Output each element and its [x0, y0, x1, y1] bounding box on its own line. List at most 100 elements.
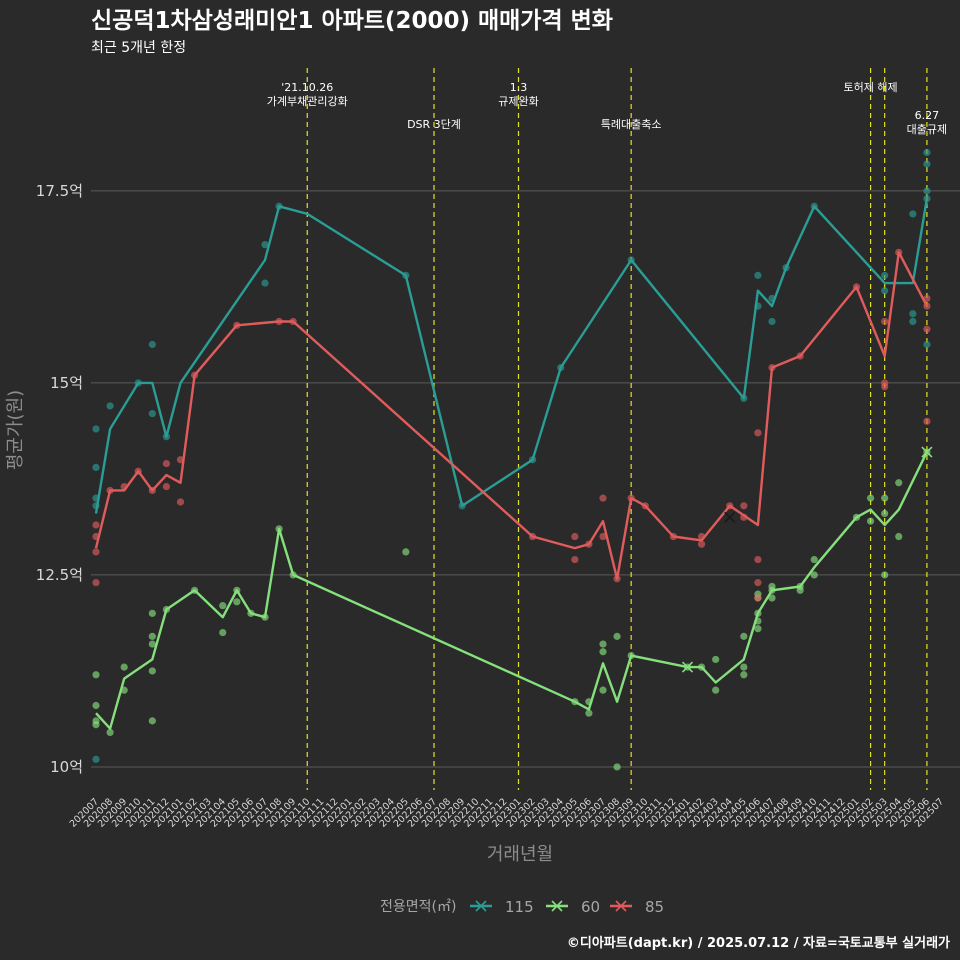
- series-line-115: [94, 198, 929, 514]
- data-point-85: [599, 532, 607, 541]
- source-caption: ©디아파트(dapt.kr) / 2025.07.12 / 자료=국토교통부 실…: [567, 935, 950, 951]
- data-point-115: [261, 279, 269, 287]
- data-point-115: [909, 210, 917, 218]
- data-point-85: [92, 548, 100, 556]
- legend-marker-85: [615, 900, 627, 912]
- data-point-60: [740, 663, 748, 671]
- data-point-60: [740, 671, 748, 679]
- x-marker-85: [724, 511, 736, 523]
- data-point-115: [92, 425, 100, 433]
- x-marker-60: [921, 446, 933, 458]
- data-point-85: [599, 494, 607, 502]
- event-label: 특례대출축소: [601, 118, 662, 131]
- data-point-60: [866, 494, 875, 502]
- data-point-85: [162, 459, 171, 468]
- data-point-60: [810, 571, 818, 579]
- data-point-60: [120, 663, 128, 671]
- data-point-60: [613, 763, 621, 771]
- y-axis-label: 평균가(원): [5, 390, 26, 470]
- legend-label-115: 115: [505, 898, 534, 916]
- series-group: [92, 148, 933, 771]
- data-point-60: [768, 594, 776, 602]
- legend-marker-115: [475, 900, 487, 912]
- data-point-115: [909, 310, 917, 318]
- y-tick-label: 10억: [50, 758, 83, 776]
- data-point-60: [92, 721, 100, 729]
- data-point-60: [895, 479, 903, 487]
- data-point-115: [881, 287, 889, 295]
- legend: 전용면적(㎡) 115 60 85: [380, 898, 664, 916]
- data-point-115: [923, 160, 931, 168]
- data-point-60: [599, 648, 607, 656]
- event-label: 토허제 해제: [844, 80, 898, 94]
- data-point-85: [923, 417, 931, 425]
- x-axis: 2020072020082020092020102020112020122021…: [68, 796, 946, 829]
- data-point-60: [585, 709, 593, 717]
- data-point-85: [92, 521, 100, 529]
- event-label: 대출규제: [907, 123, 947, 136]
- data-point-60: [92, 671, 100, 679]
- data-point-85: [571, 555, 579, 564]
- data-point-60: [599, 686, 607, 694]
- data-point-85: [754, 579, 762, 587]
- data-point-115: [923, 194, 931, 203]
- y-tick-label: 12.5억: [36, 566, 83, 584]
- data-point-60: [895, 532, 903, 541]
- legend-label-85: 85: [645, 898, 664, 916]
- data-point-115: [92, 463, 100, 472]
- chart-title: 신공덕1차삼성래미안1 아파트(2000) 매매가격 변화: [91, 8, 613, 34]
- data-point-60: [881, 509, 889, 518]
- data-point-85: [697, 540, 706, 548]
- y-tick-label: 15억: [50, 374, 83, 392]
- data-point-115: [923, 340, 931, 349]
- data-point-60: [148, 632, 156, 640]
- data-point-115: [923, 187, 931, 195]
- data-point-60: [148, 667, 156, 675]
- data-point-85: [754, 594, 762, 602]
- chart-subtitle: 최근 5개년 한정: [91, 40, 186, 56]
- x-marker-60: [681, 661, 694, 673]
- data-point-85: [754, 555, 762, 564]
- data-point-115: [148, 410, 156, 418]
- data-point-60: [881, 494, 889, 502]
- data-point-60: [148, 717, 156, 725]
- data-point-85: [923, 325, 931, 333]
- event-label: 규제완화: [498, 95, 538, 108]
- data-point-85: [176, 498, 185, 506]
- x-axis-label: 거래년월: [487, 844, 553, 865]
- legend-title: 전용면적(㎡): [380, 899, 456, 915]
- event-label: 가계부채관리강화: [267, 95, 348, 108]
- series-line-85: [94, 251, 928, 580]
- event-label: 6.27: [915, 109, 940, 122]
- data-point-60: [599, 640, 607, 648]
- data-point-85: [162, 483, 171, 491]
- data-point-115: [148, 340, 156, 349]
- data-point-60: [106, 728, 114, 736]
- data-point-60: [219, 602, 227, 610]
- data-point-60: [881, 571, 889, 579]
- event-label: DSR 3단계: [407, 118, 461, 131]
- data-point-60: [740, 632, 748, 640]
- legend-label-60: 60: [581, 898, 600, 916]
- data-point-60: [866, 517, 875, 525]
- data-point-85: [740, 502, 748, 510]
- y-axis: 10억 12.5억 15억 17.5억: [36, 182, 83, 776]
- data-point-115: [92, 755, 100, 763]
- data-point-85: [881, 317, 889, 326]
- data-point-60: [613, 632, 621, 640]
- data-point-115: [261, 241, 269, 249]
- data-point-60: [148, 609, 156, 617]
- legend-marker-60: [551, 900, 563, 912]
- data-point-85: [881, 383, 889, 391]
- data-point-85: [92, 579, 100, 587]
- data-point-115: [909, 317, 917, 326]
- event-label: 1.3: [510, 81, 528, 94]
- data-point-60: [712, 655, 720, 664]
- event-label: '21.10.26: [281, 81, 333, 94]
- data-point-60: [796, 586, 804, 594]
- data-point-85: [571, 532, 579, 541]
- data-point-115: [923, 148, 931, 157]
- data-point-60: [810, 555, 818, 564]
